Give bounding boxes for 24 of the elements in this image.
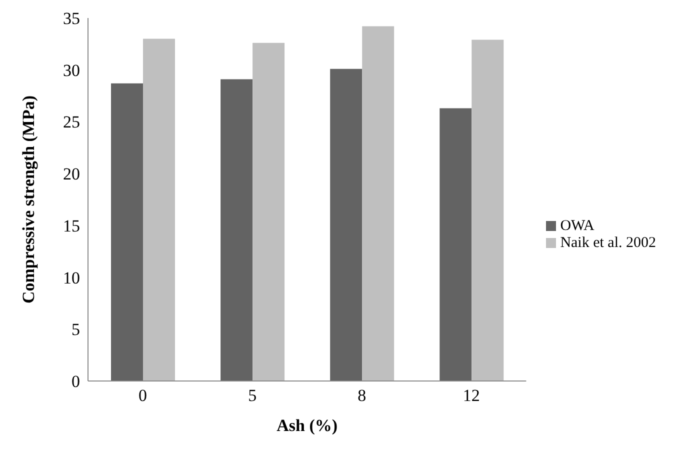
bar [143, 38, 176, 381]
y-tick-label: 30 [63, 60, 80, 80]
y-tick-label: 25 [63, 112, 80, 132]
y-tick-label: 10 [63, 268, 80, 288]
x-tick-label: 12 [462, 386, 480, 406]
bar [252, 42, 285, 381]
bar [472, 40, 504, 381]
x-axis-title: Ash (%) [276, 416, 338, 435]
y-tick-label: 0 [72, 372, 80, 392]
x-tick-label: 0 [138, 386, 148, 406]
x-tick-label: 5 [248, 386, 257, 406]
y-axis-title: Compressive strength (MPa) [19, 95, 38, 304]
y-tick-label: 15 [63, 216, 80, 236]
legend-label: OWA [560, 218, 594, 234]
bar [440, 108, 472, 381]
y-tick-label: 20 [63, 164, 80, 184]
legend-label: Naik et al. 2002 [560, 234, 656, 250]
bar [362, 26, 394, 381]
bar [111, 83, 144, 381]
bar [330, 68, 362, 381]
y-tick-label: 5 [72, 320, 80, 340]
y-tick-label: 35 [63, 9, 80, 28]
x-tick-label: 8 [358, 386, 366, 406]
bar [220, 79, 253, 381]
